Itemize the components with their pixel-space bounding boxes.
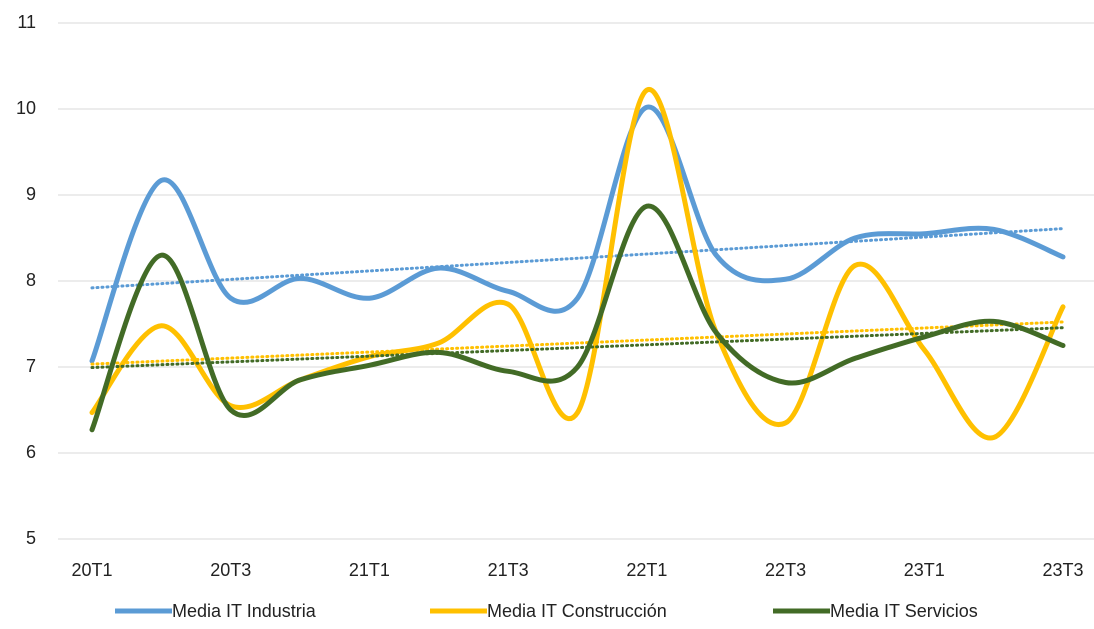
x-tick-label: 20T3 — [210, 560, 251, 580]
legend-label: Media IT Industria — [172, 601, 317, 621]
series-line — [89, 87, 1066, 441]
y-tick-label: 6 — [26, 442, 36, 462]
trendline — [90, 227, 1065, 290]
x-tick-label: 22T3 — [765, 560, 806, 580]
y-tick-label: 5 — [26, 528, 36, 548]
trendline — [90, 320, 1065, 366]
y-tick-label: 10 — [16, 98, 36, 118]
y-tick-label: 9 — [26, 184, 36, 204]
legend-label: Media IT Construcción — [487, 601, 667, 621]
x-tick-label: 22T1 — [626, 560, 667, 580]
y-tick-label: 8 — [26, 270, 36, 290]
x-tick-label: 21T3 — [488, 560, 529, 580]
legend-label: Media IT Servicios — [830, 601, 978, 621]
y-tick-label: 11 — [17, 12, 36, 32]
y-tick-label: 7 — [26, 356, 36, 376]
trendline — [90, 326, 1065, 370]
series-line — [89, 203, 1066, 433]
x-tick-label: 20T1 — [71, 560, 112, 580]
series-line — [89, 104, 1066, 364]
x-tick-label: 21T1 — [349, 560, 390, 580]
x-tick-label: 23T1 — [904, 560, 945, 580]
x-tick-label: 23T3 — [1042, 560, 1083, 580]
